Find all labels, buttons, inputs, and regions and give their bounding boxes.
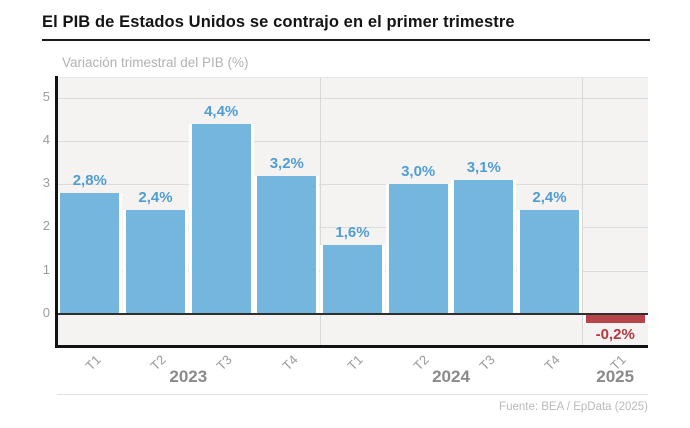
year-label-2024: 2024 — [432, 367, 470, 386]
bar-T2-value — [123, 210, 188, 315]
bar-value-label: 3,2% — [269, 154, 304, 172]
y-tick-label: 4 — [42, 131, 50, 147]
y-tick-label: 5 — [42, 88, 50, 104]
plot-panel: 2,8% 2,4% 4,4% 3,2% 1,6% 3,0% 3,1% 2,4% -0,2% — [57, 77, 648, 347]
y-tick-label: 3 — [42, 175, 50, 191]
y-tick-label: 2 — [42, 218, 50, 234]
chart-title: El PIB de Estados Unidos se contrajo en … — [42, 13, 650, 41]
x-tick-label: T1 — [344, 352, 367, 374]
gridline-y-2 — [57, 227, 648, 229]
x-axis-line — [54, 344, 648, 348]
y-tick-label: 0 — [42, 305, 50, 321]
bar-T4-value — [254, 175, 320, 315]
gridline-y-3 — [57, 184, 648, 186]
bar-T1-value — [320, 244, 385, 315]
chart-subtitle: Variación trimestral del PIB (%) — [62, 55, 249, 70]
year-label-2023: 2023 — [169, 367, 208, 386]
bar-T3-value — [188, 123, 254, 315]
footer-divider — [57, 394, 648, 395]
bar-value-label: 2,4% — [532, 189, 567, 207]
bar-T4-value — [517, 210, 582, 315]
gridline-y-4 — [57, 140, 648, 142]
gridline-year-boundary — [582, 78, 584, 347]
bar-value-label: 4,4% — [204, 102, 239, 120]
bar-T2-value — [385, 184, 451, 315]
gridline-y-5 — [57, 97, 648, 99]
bar-T1-value — [582, 314, 648, 323]
year-label-2025: 2025 — [596, 367, 635, 386]
bar-value-label: -0,2% — [595, 325, 635, 343]
bar-value-label: 3,0% — [401, 163, 436, 181]
y-axis-line — [54, 76, 58, 347]
x-tick-label: T1 — [82, 352, 104, 374]
bar-T3-value — [451, 179, 517, 315]
bar-value-label: 2,4% — [138, 189, 173, 207]
bar-value-label: 3,1% — [466, 158, 501, 176]
bar-T1-value — [57, 192, 123, 315]
source-attribution: Fuente: BEA / EpData (2025) — [499, 401, 648, 413]
zero-line — [57, 312, 648, 316]
bar-value-label: 1,6% — [335, 223, 370, 241]
gridline-year-boundary — [319, 78, 321, 347]
x-tick-label: T4 — [279, 352, 301, 374]
y-tick-label: 1 — [42, 261, 50, 277]
bar-value-label: 2,8% — [72, 171, 107, 189]
